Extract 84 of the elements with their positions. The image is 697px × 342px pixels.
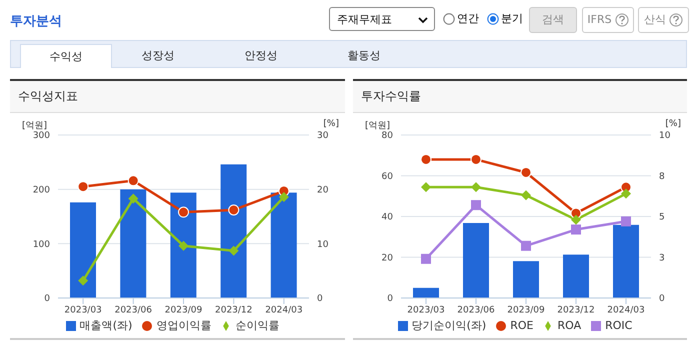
text: 분기 [500,11,523,26]
x-tick-label: 2023/03 [407,305,445,316]
point [521,190,531,200]
y2-tick-label: 30 [317,131,329,142]
y-tick-label: 100 [32,240,50,250]
y2-tick-label: 20 [317,186,329,196]
x-tick-label: 2023/09 [507,305,545,316]
x-tick-label: 2023/12 [557,305,595,316]
bar [563,254,589,298]
point [521,240,531,251]
y2-tick-label: 5 [659,212,665,223]
point [571,214,581,225]
y-tick-label: 20 [382,253,394,264]
point [471,200,481,210]
bar [613,224,639,298]
point [471,182,481,192]
chart-title: 수익성지표 [10,81,345,113]
y-tick-label: 40 [382,212,394,223]
x-tick-label: 2023/06 [114,305,152,316]
point [278,192,289,202]
point [571,224,581,235]
x-tick-label: 2024/03 [265,305,303,316]
point [621,188,631,199]
legend-label: 매출액(좌) [80,319,132,332]
point [421,254,431,264]
y2-tick-label: 8 [659,172,665,182]
y-axis-title: [억원] [365,120,390,131]
point [228,204,240,216]
text: IFRS [582,7,634,33]
point [178,240,188,251]
chart-title: 투자수익률 [353,81,687,113]
y2-axis-title: [%] [323,119,339,129]
y2-tick-label: 3 [659,253,665,264]
bar [413,288,439,298]
point [470,154,482,165]
text: 검색 [529,7,577,33]
legend-label: 순이익률 [235,319,280,332]
x-tick-label: 2023/06 [457,305,495,316]
bar [220,164,247,298]
y-tick-label: 300 [32,131,50,142]
text: 성장성 [140,48,176,64]
x-tick-label: 2024/03 [607,305,645,316]
point [421,182,431,192]
legend-label: 당기순이익(좌) [412,319,486,332]
y-tick-label: 80 [382,131,394,142]
text: 산식 [638,7,689,33]
y-tick-label: 0 [387,294,394,304]
legend-label: ROIC [605,319,632,332]
point [78,276,88,286]
point [128,175,139,186]
y-tick-label: 200 [32,186,50,196]
point [128,194,138,204]
text: 투자분석 [10,13,62,30]
point [520,166,532,178]
point [621,216,631,226]
y-axis-title: [억원] [22,120,48,131]
bar [513,261,539,298]
text: 주재무제표 [329,7,435,31]
y-tick-label: 0 [44,294,50,304]
y2-tick-label: 0 [317,294,323,304]
y2-tick-label: 0 [659,294,665,304]
x-tick-label: 2023/09 [164,305,202,316]
bar [463,223,489,298]
x-tick-label: 2023/03 [64,305,102,316]
bar [170,192,196,298]
text: 연간 [456,11,479,26]
y2-axis-title: [%] [665,119,681,129]
legend-label: 영업이익률 [156,319,212,332]
point [420,154,432,165]
text: 활동성 [346,48,382,64]
bar [70,202,96,298]
point [178,206,189,218]
y2-tick-label: 10 [317,240,329,250]
x-tick-label: 2023/12 [215,305,252,316]
text: 수익성 [20,44,112,68]
y2-tick-label: 10 [659,131,671,142]
point [228,246,239,256]
point [78,181,89,192]
legend-label: ROE [510,319,534,332]
legend-label: ROA [557,319,582,332]
bar [120,189,146,298]
bar [270,192,297,298]
text: 안정성 [244,48,278,64]
y-tick-label: 60 [382,172,394,182]
